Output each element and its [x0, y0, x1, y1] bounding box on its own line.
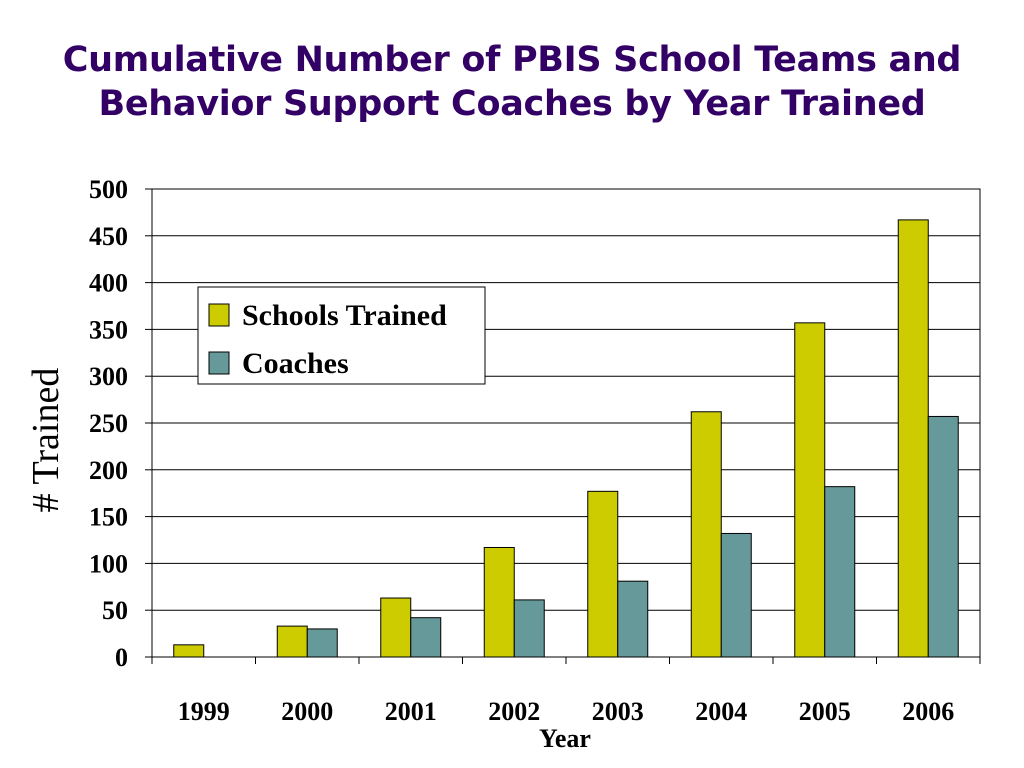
legend-label: Coaches: [242, 347, 349, 380]
bar-schools-trained: [483, 546, 515, 658]
y-tick-label: 500: [89, 175, 128, 204]
x-axis-label: Year: [539, 724, 591, 753]
x-tick-label: 2003: [592, 697, 644, 726]
y-axis-label: # Trained: [25, 368, 67, 513]
bar-coaches: [720, 532, 752, 658]
x-tick-label: 2004: [695, 697, 747, 726]
x-tick-label: 2002: [488, 697, 540, 726]
y-tick-label: 250: [89, 409, 128, 438]
x-tick-label: 1999: [178, 697, 230, 726]
y-tick-label: 200: [89, 456, 128, 485]
y-tick-label: 450: [89, 222, 128, 251]
y-tick-label: 350: [89, 315, 128, 344]
bar-coaches: [617, 580, 649, 658]
chart-title-line-2: Behavior Support Coaches by Year Trained: [98, 84, 926, 124]
x-tick-label: 2005: [799, 697, 851, 726]
legend-swatch: [208, 351, 230, 375]
bar-schools-trained: [173, 644, 205, 658]
legend-swatch: [208, 303, 230, 327]
legend-label: Schools Trained: [242, 299, 447, 332]
bar-coaches: [306, 628, 338, 658]
x-tick-label: 2001: [385, 697, 437, 726]
x-tick-label: 2006: [902, 697, 954, 726]
legend-box: [197, 286, 486, 385]
y-tick-label: 300: [89, 362, 128, 391]
bar-schools-trained: [276, 625, 308, 658]
y-tick-label: 400: [89, 269, 128, 298]
bar-coaches: [410, 617, 442, 658]
y-tick-label: 0: [115, 643, 128, 672]
y-tick-label: 150: [89, 503, 128, 532]
bar-schools-trained: [897, 219, 929, 658]
y-tick-label: 100: [89, 549, 128, 578]
chart-title: Cumulative Number of PBIS School Teams a…: [0, 38, 1024, 126]
bar-coaches: [513, 599, 545, 658]
bar-coaches: [824, 486, 856, 658]
chart-title-line-1: Cumulative Number of PBIS School Teams a…: [62, 40, 962, 80]
x-tick-label: 2000: [281, 697, 333, 726]
bar-schools-trained: [794, 322, 826, 658]
bar-coaches: [927, 415, 959, 658]
y-tick-label: 50: [102, 596, 128, 625]
bar-schools-trained: [380, 597, 412, 658]
bar-schools-trained: [587, 490, 619, 658]
bar-schools-trained: [690, 411, 722, 658]
